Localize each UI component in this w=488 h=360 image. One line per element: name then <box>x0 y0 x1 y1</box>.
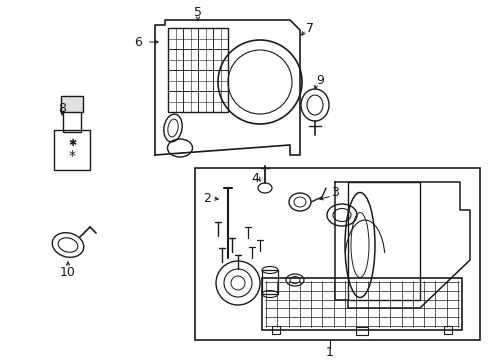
Bar <box>262 278 461 330</box>
Text: 8: 8 <box>58 102 66 114</box>
Text: 4: 4 <box>250 171 259 184</box>
Text: 10: 10 <box>60 266 76 279</box>
Text: 9: 9 <box>315 73 323 86</box>
Bar <box>355 327 367 335</box>
Text: 1: 1 <box>325 346 333 359</box>
Text: 6: 6 <box>134 36 142 49</box>
Text: 2: 2 <box>203 192 210 204</box>
Text: *: * <box>68 149 75 163</box>
Bar <box>195 168 479 340</box>
Text: ✱: ✱ <box>68 138 76 148</box>
Bar <box>262 270 278 294</box>
Text: 3: 3 <box>330 186 338 199</box>
Bar <box>443 326 451 334</box>
Bar <box>168 28 227 112</box>
Bar <box>54 130 90 170</box>
Bar <box>63 110 81 132</box>
Text: 7: 7 <box>305 22 313 35</box>
Bar <box>61 96 83 112</box>
Bar <box>347 182 419 300</box>
Bar <box>271 326 280 334</box>
Text: 5: 5 <box>194 5 202 18</box>
